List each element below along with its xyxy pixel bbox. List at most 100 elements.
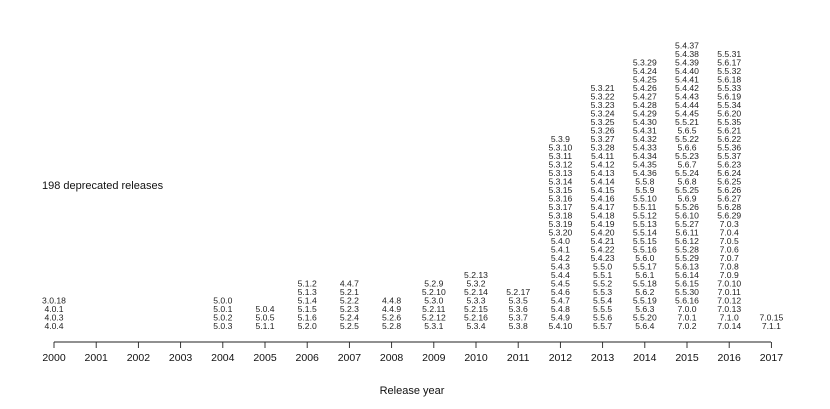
version-label: 5.6.1 [635,270,654,280]
version-label: 5.6.21 [717,126,741,136]
version-label: 5.4.24 [633,66,657,76]
version-label: 5.3.10 [548,143,572,153]
version-label: 5.6.24 [717,168,741,178]
x-tick-label-2015: 2015 [675,352,699,364]
x-tick-label-2007: 2007 [338,352,362,364]
version-label: 5.5.21 [675,117,699,127]
version-label: 7.0.0 [677,304,696,314]
version-label: 5.2.17 [506,287,530,297]
version-label: 5.4.31 [633,126,657,136]
version-label: 5.5.15 [633,236,657,246]
version-column-2007: 4.4.75.2.15.2.25.2.35.2.45.2.5 [340,279,359,332]
version-label: 5.6.6 [677,143,696,153]
version-label: 5.6.26 [717,185,741,195]
version-label: 5.4.32 [633,134,657,144]
version-label: 5.4.35 [633,160,657,170]
version-label: 5.4.1 [551,245,570,255]
version-label: 5.0.0 [213,296,232,306]
version-label: 5.5.14 [633,228,657,238]
version-label: 5.2.8 [382,321,401,331]
version-label: 5.6.8 [677,177,696,187]
version-label: 5.5.9 [635,185,654,195]
version-label: 5.2.3 [340,304,359,314]
version-label: 7.0.12 [717,296,741,306]
version-label: 7.0.15 [759,313,783,323]
version-label: 5.3.18 [548,211,572,221]
version-label: 5.4.2 [551,253,570,263]
x-tick-label-2010: 2010 [464,352,488,364]
version-label: 5.3.15 [548,185,572,195]
version-label: 5.6.23 [717,160,741,170]
version-label: 5.4.26 [633,83,657,93]
x-tick-label-2016: 2016 [718,352,742,364]
version-label: 7.0.6 [720,245,739,255]
version-column-2010: 5.2.135.3.25.2.145.3.35.2.155.2.165.3.4 [464,270,488,331]
x-tick-label-2013: 2013 [591,352,615,364]
version-column-2013: 5.3.215.3.225.3.235.3.245.3.255.3.265.3.… [591,83,615,331]
version-label: 5.3.29 [633,58,657,68]
version-label: 5.4.12 [591,160,615,170]
version-label: 5.0.4 [255,304,274,314]
version-label: 5.4.40 [675,66,699,76]
version-label: 5.5.36 [717,143,741,153]
version-label: 5.5.22 [675,134,699,144]
version-label: 5.5.27 [675,219,699,229]
version-label: 5.5.17 [633,262,657,272]
version-label: 5.6.7 [677,160,696,170]
version-label: 7.0.3 [720,219,739,229]
x-tick-label-2003: 2003 [169,352,193,364]
version-label: 5.6.22 [717,134,741,144]
version-label: 5.5.8 [635,177,654,187]
version-label: 5.2.2 [340,296,359,306]
version-label: 5.6.17 [717,58,741,68]
version-label: 5.5.18 [633,279,657,289]
version-label: 5.5.10 [633,194,657,204]
version-label: 5.3.11 [549,151,572,161]
version-label: 5.3.0 [424,296,443,306]
version-label: 4.0.1 [44,304,63,314]
x-tick-label-2006: 2006 [296,352,320,364]
version-label: 5.3.6 [509,304,528,314]
version-label: 5.5.13 [633,219,657,229]
version-label: 5.4.36 [633,168,657,178]
version-label: 5.6.18 [717,75,741,85]
version-label: 7.0.14 [717,321,741,331]
version-label: 5.2.16 [464,313,488,323]
version-label: 5.5.7 [593,321,612,331]
version-label: 5.3.16 [548,194,572,204]
version-label: 5.4.3 [551,262,570,272]
version-label: 5.1.5 [298,304,317,314]
version-label: 5.6.4 [635,321,654,331]
version-label: 5.4.41 [675,75,699,85]
version-label: 5.5.5 [593,304,612,314]
version-label: 5.6.15 [675,279,699,289]
version-label: 5.3.26 [591,126,615,136]
version-label: 5.4.33 [633,143,657,153]
version-label: 7.0.8 [720,262,739,272]
version-label: 5.6.14 [675,270,699,280]
version-label: 5.2.6 [382,313,401,323]
version-label: 5.4.10 [548,321,572,331]
version-label: 5.4.28 [633,100,657,110]
version-label: 5.1.4 [298,296,317,306]
version-label: 5.3.21 [591,83,615,93]
version-label: 5.6.2 [635,287,654,297]
version-label: 5.1.2 [298,279,317,289]
version-label: 4.0.3 [44,313,63,323]
version-label: 5.6.11 [675,228,698,238]
version-label: 5.6.5 [677,126,696,136]
version-label: 5.5.37 [717,151,741,161]
version-label: 5.5.0 [593,262,612,272]
version-label: 5.5.20 [633,313,657,323]
version-label: 5.5.3 [593,287,612,297]
version-label: 5.2.5 [340,321,359,331]
version-label: 5.4.8 [551,304,570,314]
version-label: 5.5.4 [593,296,612,306]
x-tick-label-2001: 2001 [85,352,109,364]
version-column-2006: 5.1.25.1.35.1.45.1.55.1.65.2.0 [298,279,317,332]
version-column-2000: 3.0.184.0.14.0.34.0.4 [42,296,66,332]
version-label: 5.5.29 [675,253,699,263]
version-label: 5.4.27 [633,92,657,102]
version-label: 5.5.23 [675,151,699,161]
